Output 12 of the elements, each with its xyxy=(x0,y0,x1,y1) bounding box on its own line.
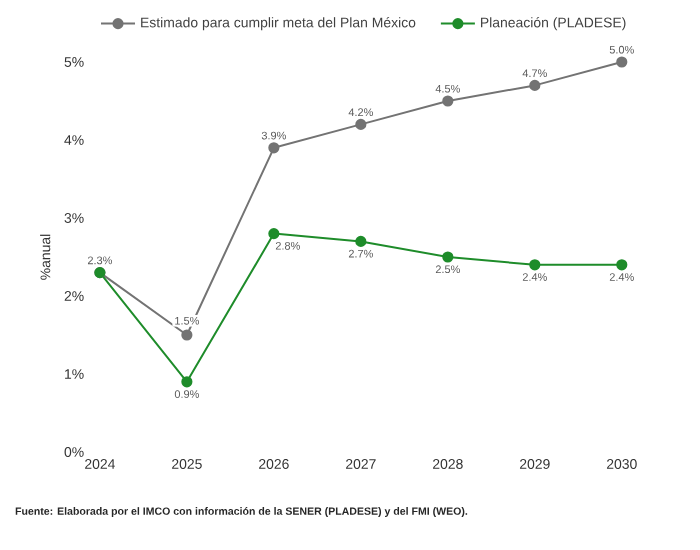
point xyxy=(616,259,628,271)
point xyxy=(442,95,454,107)
point xyxy=(442,251,454,263)
point xyxy=(355,235,367,247)
point xyxy=(181,376,193,388)
point xyxy=(529,259,541,271)
point xyxy=(181,329,193,341)
point xyxy=(355,118,367,130)
point xyxy=(268,228,280,240)
point xyxy=(529,79,541,91)
point xyxy=(268,142,280,154)
point xyxy=(616,56,628,68)
